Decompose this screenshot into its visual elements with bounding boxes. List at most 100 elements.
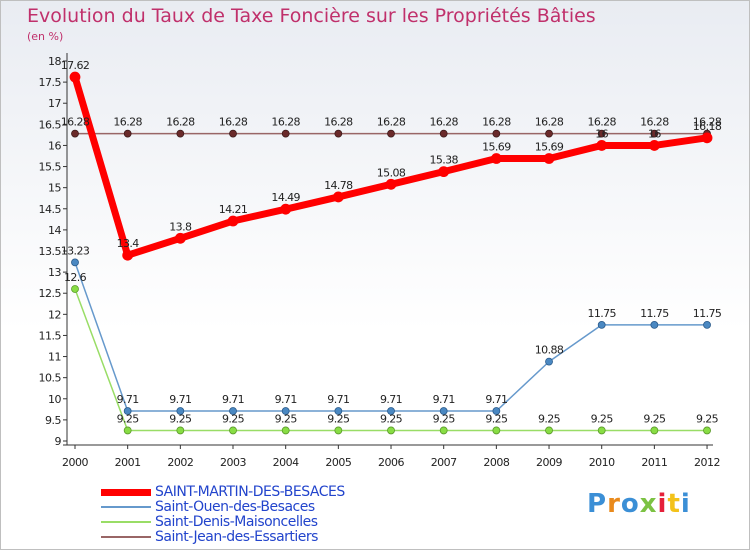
y-tick-label: 9.5 xyxy=(45,414,61,427)
y-tick-label: 17.5 xyxy=(39,76,62,89)
data-point xyxy=(703,426,711,435)
x-tick-label: 2010 xyxy=(589,456,615,469)
y-tick-label: 16 xyxy=(48,139,61,152)
data-label: 9.25 xyxy=(222,412,245,425)
data-label: 9.71 xyxy=(433,393,455,406)
data-label: 9.25 xyxy=(643,412,666,425)
data-point xyxy=(281,129,290,138)
legend-item: Saint-Jean-des-Essartiers xyxy=(101,529,401,545)
data-label: 9.25 xyxy=(380,412,403,425)
data-point xyxy=(648,140,660,151)
data-point xyxy=(596,140,608,151)
x-tick-label: 2007 xyxy=(431,456,457,469)
data-label: 17.62 xyxy=(61,59,90,72)
data-label: 16.28 xyxy=(324,116,353,129)
y-tick-label: 13 xyxy=(48,266,61,279)
data-point xyxy=(229,129,237,138)
logo-letter: r xyxy=(607,489,621,519)
logo-letter: x xyxy=(639,489,658,519)
data-point xyxy=(703,320,711,329)
data-label: 16.28 xyxy=(219,116,248,129)
legend-item: SAINT-MARTIN-DES-BESACES xyxy=(101,484,401,500)
data-point xyxy=(280,203,292,215)
data-point xyxy=(123,407,132,415)
data-label: 15.08 xyxy=(377,166,406,179)
x-tick-label: 2002 xyxy=(167,456,193,469)
x-tick-label: 2001 xyxy=(115,456,141,469)
data-label: 9.25 xyxy=(538,412,561,425)
data-point xyxy=(597,129,606,138)
data-point xyxy=(281,407,290,415)
data-label: 9.71 xyxy=(275,393,297,406)
data-point xyxy=(332,191,344,203)
data-point xyxy=(227,215,239,227)
data-point xyxy=(597,426,606,435)
logo-letter: o xyxy=(620,489,640,519)
data-label: 14.78 xyxy=(324,179,353,192)
data-point xyxy=(650,129,659,138)
logo-letter: t xyxy=(667,489,681,519)
y-tick-label: 9 xyxy=(55,435,62,448)
data-point xyxy=(176,426,185,435)
legend-swatch xyxy=(101,488,151,496)
data-label: 11.75 xyxy=(693,307,722,320)
legend-label: Saint-Jean-des-Essartiers xyxy=(155,529,318,545)
data-label: 16.28 xyxy=(535,116,564,129)
y-tick-label: 13.5 xyxy=(39,245,62,258)
legend-swatch xyxy=(101,536,151,538)
data-label: 14.21 xyxy=(219,203,248,216)
x-tick-label: 2003 xyxy=(220,456,246,469)
data-label: 11.75 xyxy=(640,307,669,320)
data-point xyxy=(69,71,81,83)
data-label: 9.71 xyxy=(169,393,191,406)
legend-label: Saint-Ouen-des-Besaces xyxy=(155,499,315,515)
data-point xyxy=(174,232,186,244)
y-tick-label: 11 xyxy=(48,351,61,364)
data-label: 16 xyxy=(595,127,608,140)
data-point xyxy=(229,407,237,415)
data-label: 10.88 xyxy=(535,344,564,357)
data-point xyxy=(123,129,132,138)
y-axis-unit-label: (en %) xyxy=(27,30,64,43)
data-point xyxy=(597,320,606,329)
data-point xyxy=(492,426,501,435)
x-tick-label: 2005 xyxy=(325,456,351,469)
data-point xyxy=(229,426,237,435)
data-label: 9.25 xyxy=(696,412,719,425)
data-point xyxy=(438,166,450,178)
y-tick-label: 11.5 xyxy=(39,329,62,342)
legend-label: Saint-Denis-Maisoncelles xyxy=(155,514,318,530)
y-tick-label: 18 xyxy=(48,55,61,68)
data-label: 13.23 xyxy=(61,244,90,257)
data-label: 16.28 xyxy=(166,116,195,129)
data-point xyxy=(71,129,79,138)
data-label: 9.25 xyxy=(117,412,140,425)
data-point xyxy=(387,407,395,415)
data-label: 13.8 xyxy=(169,220,192,233)
legend-item: Saint-Denis-Maisoncelles xyxy=(101,514,401,530)
proxiti-logo: Proxiti xyxy=(587,489,691,519)
data-point xyxy=(122,249,134,261)
data-point xyxy=(334,129,343,138)
data-label: 9.71 xyxy=(327,393,349,406)
y-tick-label: 14 xyxy=(48,224,61,237)
data-label: 9.25 xyxy=(591,412,614,425)
data-point xyxy=(281,426,290,435)
data-point xyxy=(334,426,343,435)
data-point xyxy=(492,407,501,415)
data-point xyxy=(71,285,79,293)
data-label: 9.25 xyxy=(433,412,456,425)
data-label: 16.28 xyxy=(61,116,90,129)
data-label: 9.71 xyxy=(380,393,402,406)
data-label: 16.28 xyxy=(271,116,300,129)
data-label: 9.71 xyxy=(222,393,244,406)
data-point xyxy=(650,426,659,435)
data-label: 11.75 xyxy=(587,307,616,320)
y-tick-label: 15.5 xyxy=(39,161,62,174)
data-point xyxy=(387,129,395,138)
data-point xyxy=(545,129,553,138)
data-point xyxy=(123,426,132,435)
data-label: 16.28 xyxy=(113,116,142,129)
